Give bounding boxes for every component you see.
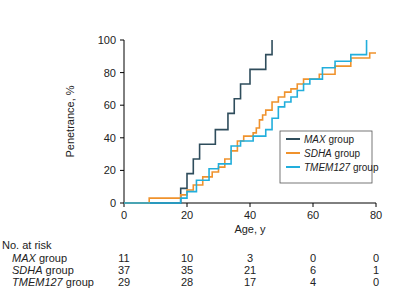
x-axis-label: Age, y <box>234 223 266 235</box>
risk-count: 17 <box>244 276 256 288</box>
y-tick-label: 40 <box>104 132 116 144</box>
group-word: group <box>36 252 67 264</box>
x-tick-label: 20 <box>181 209 193 221</box>
risk-row-label: TMEM127 group <box>12 276 94 288</box>
risk-count: 21 <box>244 264 256 276</box>
y-tick-label: 80 <box>104 67 116 79</box>
risk-count: 6 <box>310 264 316 276</box>
risk-row-label: SDHA group <box>12 264 74 276</box>
km-curve <box>124 40 272 203</box>
risk-count: 29 <box>118 276 130 288</box>
legend-label: TMEM127 group <box>304 162 379 173</box>
legend-label: MAX group <box>304 134 354 145</box>
y-tick-label: 0 <box>110 197 116 209</box>
legend-swatch <box>286 152 300 154</box>
x-tick-label: 60 <box>307 209 319 221</box>
y-tick <box>120 72 124 73</box>
risk-row-label: MAX group <box>12 252 67 264</box>
risk-count: 0 <box>373 276 379 288</box>
group-word: group <box>326 134 355 145</box>
gene-name: SDHA <box>304 148 332 159</box>
group-word: group <box>332 148 361 159</box>
legend-swatch <box>286 166 300 168</box>
gene-name: TMEM127 <box>304 162 351 173</box>
y-axis <box>124 40 125 203</box>
y-tick-label: 100 <box>98 34 116 46</box>
y-axis-label: Penetrance, % <box>64 85 76 157</box>
gene-name: MAX <box>12 252 37 264</box>
risk-count: 28 <box>181 276 193 288</box>
gene-name: SDHA <box>12 264 43 276</box>
group-word: group <box>43 264 74 276</box>
x-tick-label: 0 <box>121 209 127 221</box>
risk-count: 0 <box>373 252 379 264</box>
x-tick-label: 80 <box>370 209 382 221</box>
y-tick-label: 20 <box>104 164 116 176</box>
y-tick <box>120 105 124 106</box>
risk-count: 37 <box>118 264 130 276</box>
y-tick <box>120 203 124 204</box>
risk-count: 35 <box>181 264 193 276</box>
x-tick <box>187 203 188 207</box>
km-curve <box>124 53 376 203</box>
legend-swatch <box>286 138 300 140</box>
risk-count: 1 <box>373 264 379 276</box>
gene-name: MAX <box>304 134 326 145</box>
risk-table-title: No. at risk <box>2 239 52 251</box>
risk-count: 4 <box>310 276 316 288</box>
risk-count: 10 <box>181 252 193 264</box>
risk-count: 11 <box>118 252 129 264</box>
group-word: group <box>350 162 379 173</box>
risk-count: 0 <box>310 252 316 264</box>
curves <box>124 40 376 203</box>
legend-box <box>280 131 372 183</box>
gene-name: TMEM127 <box>12 276 64 288</box>
y-tick <box>120 170 124 171</box>
x-tick <box>313 203 314 207</box>
x-tick <box>250 203 251 207</box>
y-tick <box>120 40 124 41</box>
x-tick-label: 40 <box>244 209 256 221</box>
x-tick <box>376 203 377 207</box>
chart: 020406080100020406080Age, yPenetrance, %… <box>0 0 393 307</box>
legend-label: SDHA group <box>304 148 361 159</box>
y-tick-label: 60 <box>104 99 116 111</box>
risk-count: 3 <box>247 252 253 264</box>
group-word: group <box>63 276 94 288</box>
y-tick <box>120 137 124 138</box>
